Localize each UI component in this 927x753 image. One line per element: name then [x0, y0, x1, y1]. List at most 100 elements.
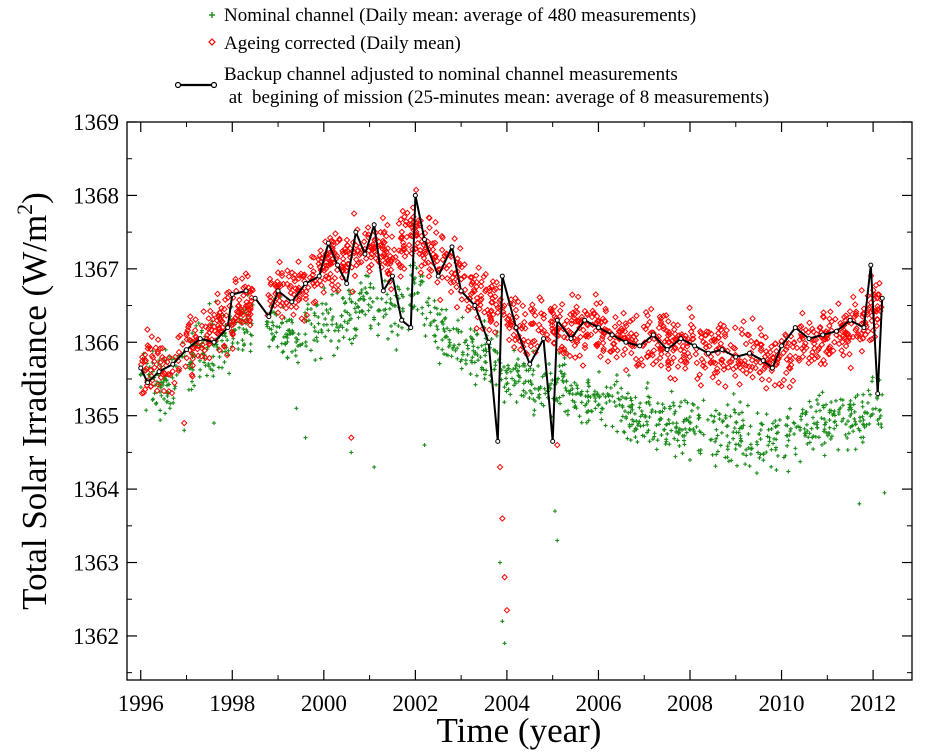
ageing-point: [361, 230, 369, 238]
ageing-point: [642, 308, 650, 316]
nominal-point: [337, 338, 342, 343]
ageing-point: [573, 338, 581, 346]
series-ageing-corrected: [137, 186, 885, 614]
nominal-point: [536, 363, 541, 368]
ageing-point: [266, 293, 274, 301]
nominal-point: [502, 364, 507, 369]
ageing-point: [291, 277, 299, 285]
nominal-point: [733, 410, 738, 415]
ageing-point: [142, 357, 150, 364]
nominal-point: [654, 423, 659, 428]
ageing-point: [166, 371, 174, 379]
nominal-point: [366, 302, 371, 307]
nominal-point: [472, 328, 477, 333]
nominal-point: [415, 290, 420, 295]
nominal-point: [759, 421, 764, 426]
ageing-point: [572, 307, 580, 315]
nominal-point: [827, 431, 832, 436]
nominal-point: [674, 425, 679, 430]
nominal-point: [197, 358, 202, 363]
ageing-point: [740, 318, 747, 325]
nominal-point: [613, 404, 618, 409]
nominal-point: [463, 358, 468, 363]
ageing-point: [744, 331, 751, 339]
nominal-point: [697, 415, 702, 420]
ageing-point: [397, 273, 404, 280]
ageing-point: [789, 343, 797, 351]
nominal-point: [474, 373, 479, 378]
nominal-point: [138, 385, 143, 390]
nominal-point: [300, 341, 305, 346]
ageing-point: [760, 365, 768, 373]
nominal-point: [738, 433, 743, 438]
nominal-point: [635, 423, 640, 428]
nominal-point: [562, 362, 567, 367]
nominal-point: [823, 420, 828, 425]
nominal-point: [758, 437, 763, 442]
nominal-point: [285, 355, 290, 360]
ageing-point: [750, 343, 757, 351]
nominal-point: [392, 321, 397, 326]
legend-entry-backup: Backup channel adjusted to nominal chann…: [174, 64, 769, 108]
nominal-point: [506, 387, 511, 392]
ageing-point: [228, 328, 236, 335]
ageing-point: [626, 318, 634, 325]
ageing-point: [401, 245, 408, 253]
ageing-point: [216, 309, 223, 316]
nominal-point: [434, 324, 439, 329]
ageing-point: [426, 224, 433, 232]
nominal-point: [701, 432, 706, 437]
nominal-point: [725, 455, 730, 460]
nominal-point: [878, 413, 883, 418]
nominal-point: [233, 327, 238, 332]
nominal-point: [331, 353, 336, 358]
nominal-point: [748, 442, 753, 447]
nominal-point: [626, 410, 631, 415]
ageing-point: [362, 255, 370, 262]
nominal-point: [755, 442, 760, 447]
ageing-point: [160, 387, 168, 395]
nominal-point: [555, 398, 560, 403]
ageing-point: [519, 302, 527, 310]
ageing-point: [246, 301, 254, 309]
ageing-point: [205, 341, 213, 348]
nominal-point: [684, 430, 689, 435]
nominal-point: [715, 449, 720, 454]
ageing-point: [762, 348, 770, 355]
ageing-point: [240, 284, 247, 292]
ageing-point: [284, 267, 291, 275]
nominal-point: [335, 345, 340, 350]
nominal-point: [449, 354, 454, 359]
backup-point: [806, 336, 812, 342]
ageing-point: [316, 252, 324, 260]
nominal-point: [665, 422, 670, 427]
ageing-point: [741, 357, 749, 365]
ageing-point: [844, 330, 852, 337]
ageing-point: [861, 319, 869, 326]
ageing-point: [708, 337, 715, 344]
ageing-point: [166, 353, 173, 361]
nominal-point: [812, 421, 817, 426]
nominal-point: [526, 379, 531, 384]
ageing-point: [862, 331, 869, 339]
nominal-point: [353, 310, 358, 315]
nominal-point: [275, 344, 280, 349]
nominal-point: [857, 415, 862, 420]
nominal-point: [217, 354, 222, 359]
nominal-point: [347, 296, 352, 301]
x-axis-ticks: 1996 1998 2000 2002 2004 2006 2008 2010 2012: [118, 122, 896, 716]
nominal-point: [667, 442, 672, 447]
ageing-point: [535, 321, 543, 329]
nominal-point: [653, 409, 658, 414]
backup-point: [197, 336, 203, 342]
nominal-point: [644, 400, 649, 405]
ageing-point: [547, 305, 554, 313]
ageing-point: [307, 263, 314, 270]
ageing-point: [364, 224, 372, 231]
ageing-point: [399, 207, 407, 215]
ageing-point: [825, 350, 833, 358]
nominal-point: [186, 387, 191, 392]
nominal-point: [645, 380, 650, 385]
ageing-point: [453, 303, 461, 311]
ageing-point: [839, 328, 846, 335]
